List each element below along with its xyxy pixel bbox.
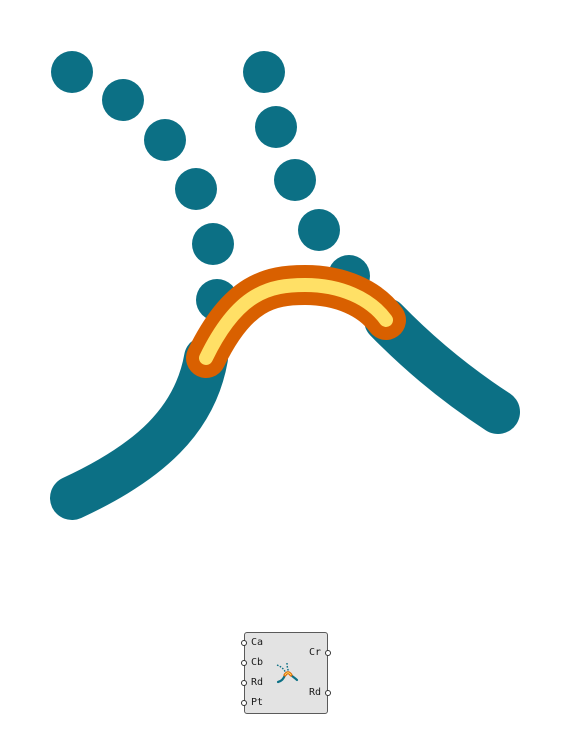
curve-a-points (51, 51, 238, 321)
control-point (192, 223, 234, 265)
fillet-curves-icon (276, 662, 299, 684)
output-label-cr: Cr (308, 647, 321, 658)
input-label-cb: Cb (251, 657, 264, 668)
input-grip-ca[interactable] (241, 640, 247, 646)
input-label-pt: Pt (251, 697, 264, 708)
output-grip-cr[interactable] (325, 650, 331, 656)
output-label-rd: Rd (308, 687, 321, 698)
control-point (255, 106, 297, 148)
input-grip-pt[interactable] (241, 700, 247, 706)
control-point (243, 51, 285, 93)
curve-b-trimmed (364, 298, 520, 434)
input-label-rd: Rd (251, 677, 264, 688)
control-point (298, 209, 340, 251)
input-grip-rd[interactable] (241, 680, 247, 686)
control-point (175, 168, 217, 210)
output-grip-rd[interactable] (325, 690, 331, 696)
input-label-ca: Ca (251, 637, 264, 648)
control-point (144, 119, 186, 161)
control-point (102, 79, 144, 121)
fillet-component[interactable]: Ca Cb Rd Pt Cr Rd (241, 632, 331, 714)
input-grip-cb[interactable] (241, 660, 247, 666)
curve-a-trimmed (50, 336, 228, 520)
fillet-arc (199, 277, 393, 365)
control-point (51, 51, 93, 93)
curve-b-points (243, 51, 370, 297)
control-point (274, 159, 316, 201)
